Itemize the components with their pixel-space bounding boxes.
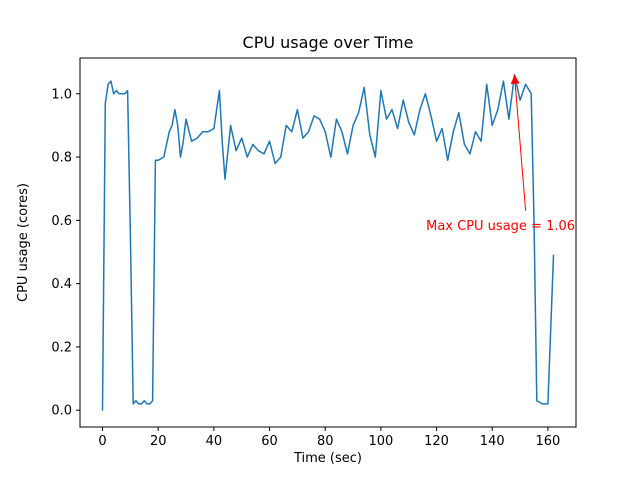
y-tick-label: 0.0 (51, 404, 72, 419)
x-tick-label: 60 (261, 434, 278, 449)
annotation-label: Max CPU usage = 1.06 (426, 219, 575, 234)
data-series (101, 74, 555, 411)
x-tick-label: 100 (368, 434, 393, 449)
x-tick-label: 80 (317, 434, 334, 449)
y-tick-label: 0.4 (51, 277, 72, 292)
x-tick-label: 120 (424, 434, 449, 449)
axis-ticks: 0 20 40 60 80 100 120 140 160 0.0 0.2 0.4 0.6 0.8 1.0 (51, 87, 560, 449)
x-tick-label: 40 (206, 434, 223, 449)
x-tick-label: 20 (150, 434, 167, 449)
max-annotation: Max CPU usage = 1.06 (426, 74, 575, 234)
x-axis-label: Time (sec) (293, 451, 362, 466)
line-series-cpu-usage (101, 74, 555, 411)
annotation-arrow (510, 74, 527, 211)
chart-title: CPU usage over Time (243, 33, 414, 52)
y-tick-label: 1.0 (51, 87, 72, 102)
plot-area (80, 58, 576, 427)
y-tick-label: 0.2 (51, 340, 72, 355)
x-tick-label: 160 (535, 434, 560, 449)
y-tick-label: 0.6 (51, 214, 72, 229)
y-axis-label: CPU usage (cores) (16, 183, 31, 302)
axes-spines (79, 57, 577, 428)
y-tick-label: 0.8 (51, 151, 72, 166)
x-tick-label: 140 (480, 434, 505, 449)
x-tick-label: 0 (98, 434, 106, 449)
